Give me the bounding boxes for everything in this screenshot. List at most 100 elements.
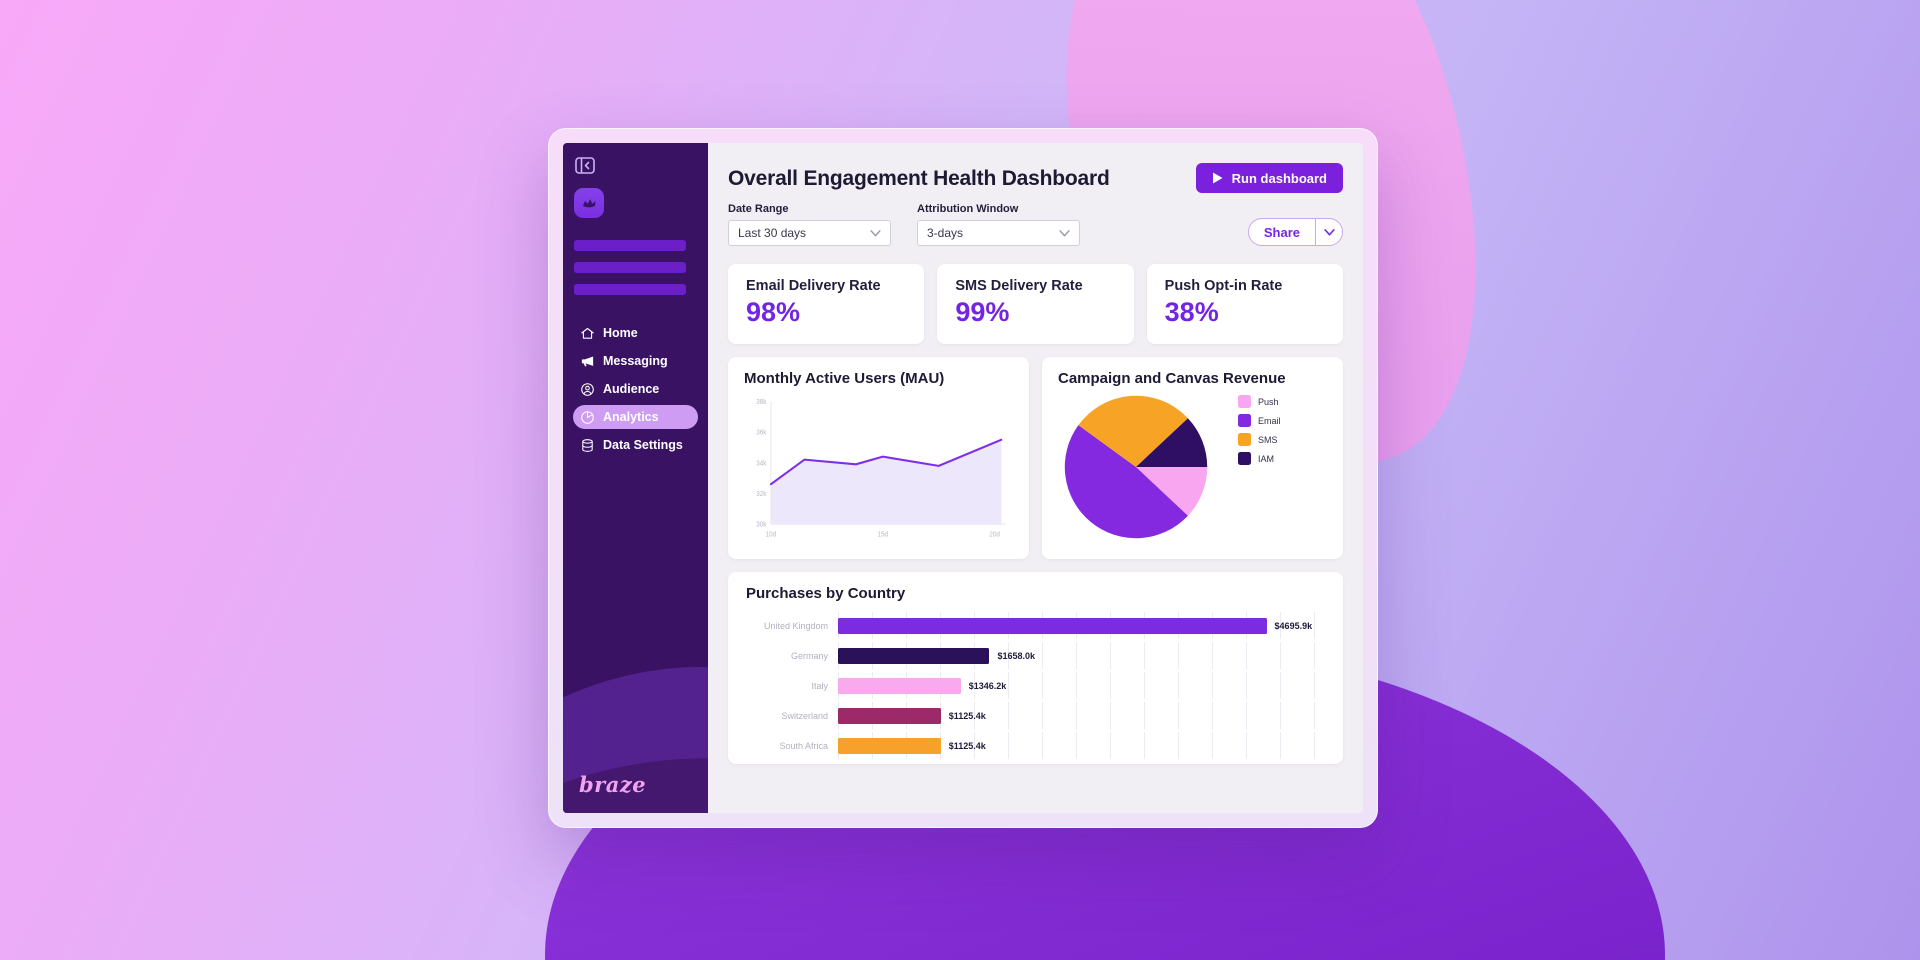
skeleton-bar <box>574 262 686 273</box>
attribution-window-value: 3-days <box>927 226 964 240</box>
legend-label: SMS <box>1258 434 1278 445</box>
bar <box>838 617 1267 634</box>
legend-label: IAM <box>1258 453 1275 464</box>
svg-text:15d: 15d <box>878 531 889 538</box>
kpi-value: 38% <box>1164 297 1219 327</box>
kpi-title: Email Delivery Rate <box>746 278 881 294</box>
run-dashboard-button[interactable]: Run dashboard <box>1195 163 1343 193</box>
sidebar-item-label: Audience <box>603 382 660 396</box>
share-button[interactable]: Share <box>1249 219 1315 245</box>
date-range-filter: Date Range Last 30 days <box>728 203 891 246</box>
workspace-app-icon[interactable] <box>574 188 604 218</box>
share-split-button: Share <box>1247 218 1343 246</box>
sidebar-item-data-settings[interactable]: Data Settings <box>573 433 698 457</box>
revenue-pie-title: Campaign and Canvas Revenue <box>1058 370 1286 387</box>
legend-item-sms: SMS <box>1238 433 1281 446</box>
date-range-select[interactable]: Last 30 days <box>728 220 891 246</box>
sidebar-item-messaging[interactable]: Messaging <box>573 349 698 373</box>
kpi-card: Email Delivery Rate 98% <box>728 264 925 344</box>
sidebar-nav: Home Messaging Audience Analytics Data Setti… <box>573 321 698 457</box>
megaphone-icon <box>580 354 595 369</box>
sidebar-item-audience[interactable]: Audience <box>573 377 698 401</box>
bar-value-label: $1346.2k <box>968 680 1007 691</box>
bar-row-switzerland: Switzerland $1125.4k <box>746 702 1325 729</box>
svg-text:32k: 32k <box>756 491 767 498</box>
revenue-pie-card: Campaign and Canvas Revenue Push Email SMS… <box>1042 357 1343 559</box>
share-label: Share <box>1263 224 1300 240</box>
kpi-value: 98% <box>746 297 801 327</box>
pie-slice-iam <box>1136 418 1208 467</box>
kpi-card: SMS Delivery Rate 99% <box>937 264 1134 344</box>
legend-swatch <box>1238 395 1251 408</box>
bar-row-germany: Germany $1658.0k <box>746 642 1325 669</box>
sidebar-item-label: Data Settings <box>603 438 683 452</box>
svg-text:30k: 30k <box>756 521 767 528</box>
sidebar-collapse-icon[interactable] <box>575 157 595 174</box>
kpi-title: SMS Delivery Rate <box>955 278 1083 294</box>
torch-logo-icon <box>583 199 596 208</box>
attribution-window-filter: Attribution Window 3-days <box>917 203 1080 246</box>
legend-swatch <box>1238 414 1251 427</box>
legend-item-push: Push <box>1238 395 1281 408</box>
chevron-down-icon <box>870 229 881 237</box>
bar-value-label: $4695.9k <box>1274 620 1313 631</box>
chevron-down-icon <box>1059 229 1070 237</box>
svg-text:36k: 36k <box>756 429 767 436</box>
share-dropdown-button[interactable] <box>1315 219 1342 245</box>
purchases-card: Purchases by Country United Kingdom $4695… <box>728 572 1343 764</box>
mau-chart-card: Monthly Active Users (MAU) 30k 32k 34k 36k 3… <box>728 357 1029 559</box>
attribution-window-select[interactable]: 3-days <box>917 220 1080 246</box>
play-icon <box>1212 172 1223 184</box>
bar-row-south-africa: South Africa $1125.4k <box>746 732 1325 759</box>
skeleton-bar <box>574 240 686 251</box>
sidebar-skeleton-group <box>574 240 697 295</box>
bar-track: $1658.0k <box>838 642 1325 669</box>
mau-chart-title: Monthly Active Users (MAU) <box>744 370 945 387</box>
pie-slice-sms <box>1078 395 1188 467</box>
sidebar-item-label: Messaging <box>603 354 668 368</box>
bar <box>838 707 941 724</box>
sidebar-item-label: Home <box>603 326 638 340</box>
sidebar: Home Messaging Audience Analytics Data Setti… <box>563 143 708 813</box>
bar <box>838 647 990 664</box>
bar-value-label: $1658.0k <box>997 650 1035 661</box>
svg-text:34k: 34k <box>756 460 767 467</box>
bar-category-label: Germany <box>790 650 828 661</box>
home-icon <box>580 326 595 341</box>
filters-row: Date Range Last 30 days Attribution Wind… <box>728 203 1080 246</box>
bar-row-united-kingdom: United Kingdom $4695.9k <box>746 612 1325 639</box>
date-range-value: Last 30 days <box>738 226 807 240</box>
pie-chart-icon <box>580 410 595 425</box>
attribution-window-label: Attribution Window <box>917 203 1019 215</box>
main-content: Overall Engagement Health Dashboard Run … <box>708 143 1363 813</box>
kpi-card: Push Opt-in Rate 38% <box>1146 264 1343 344</box>
chevron-down-icon <box>1323 228 1335 236</box>
legend-swatch <box>1238 433 1251 446</box>
skeleton-bar <box>574 284 686 295</box>
revenue-pie-chart <box>1064 395 1208 539</box>
bar <box>838 737 941 754</box>
bar-track: $4695.9k <box>838 612 1325 639</box>
braze-logo: braze <box>579 772 647 797</box>
run-dashboard-label: Run dashboard <box>1231 170 1327 186</box>
date-range-label: Date Range <box>728 203 789 215</box>
legend-label: Email <box>1258 415 1281 426</box>
bar-value-label: $1125.4k <box>948 740 986 751</box>
audience-icon <box>580 382 595 397</box>
sidebar-item-home[interactable]: Home <box>573 321 698 345</box>
mau-line-chart: 30k 32k 34k 36k 38k 10d 15d 20d <box>756 399 1006 539</box>
database-icon <box>580 438 595 453</box>
bar-row-italy: Italy $1346.2k <box>746 672 1325 699</box>
bar-category-label: Switzerland <box>781 710 828 721</box>
purchases-bar-chart: United Kingdom $4695.9k Germany $1658.0k Ita… <box>746 612 1325 759</box>
bar-track: $1125.4k <box>838 732 1325 759</box>
legend-swatch <box>1238 452 1251 465</box>
kpi-title: Push Opt-in Rate <box>1164 278 1283 294</box>
page-title: Overall Engagement Health Dashboard <box>728 167 1110 190</box>
bar-value-label: $1125.4k <box>948 710 986 721</box>
legend-label: Push <box>1258 396 1279 407</box>
svg-text:38k: 38k <box>756 399 767 406</box>
bar-category-label: South Africa <box>779 740 828 751</box>
sidebar-item-analytics[interactable]: Analytics <box>573 405 698 429</box>
